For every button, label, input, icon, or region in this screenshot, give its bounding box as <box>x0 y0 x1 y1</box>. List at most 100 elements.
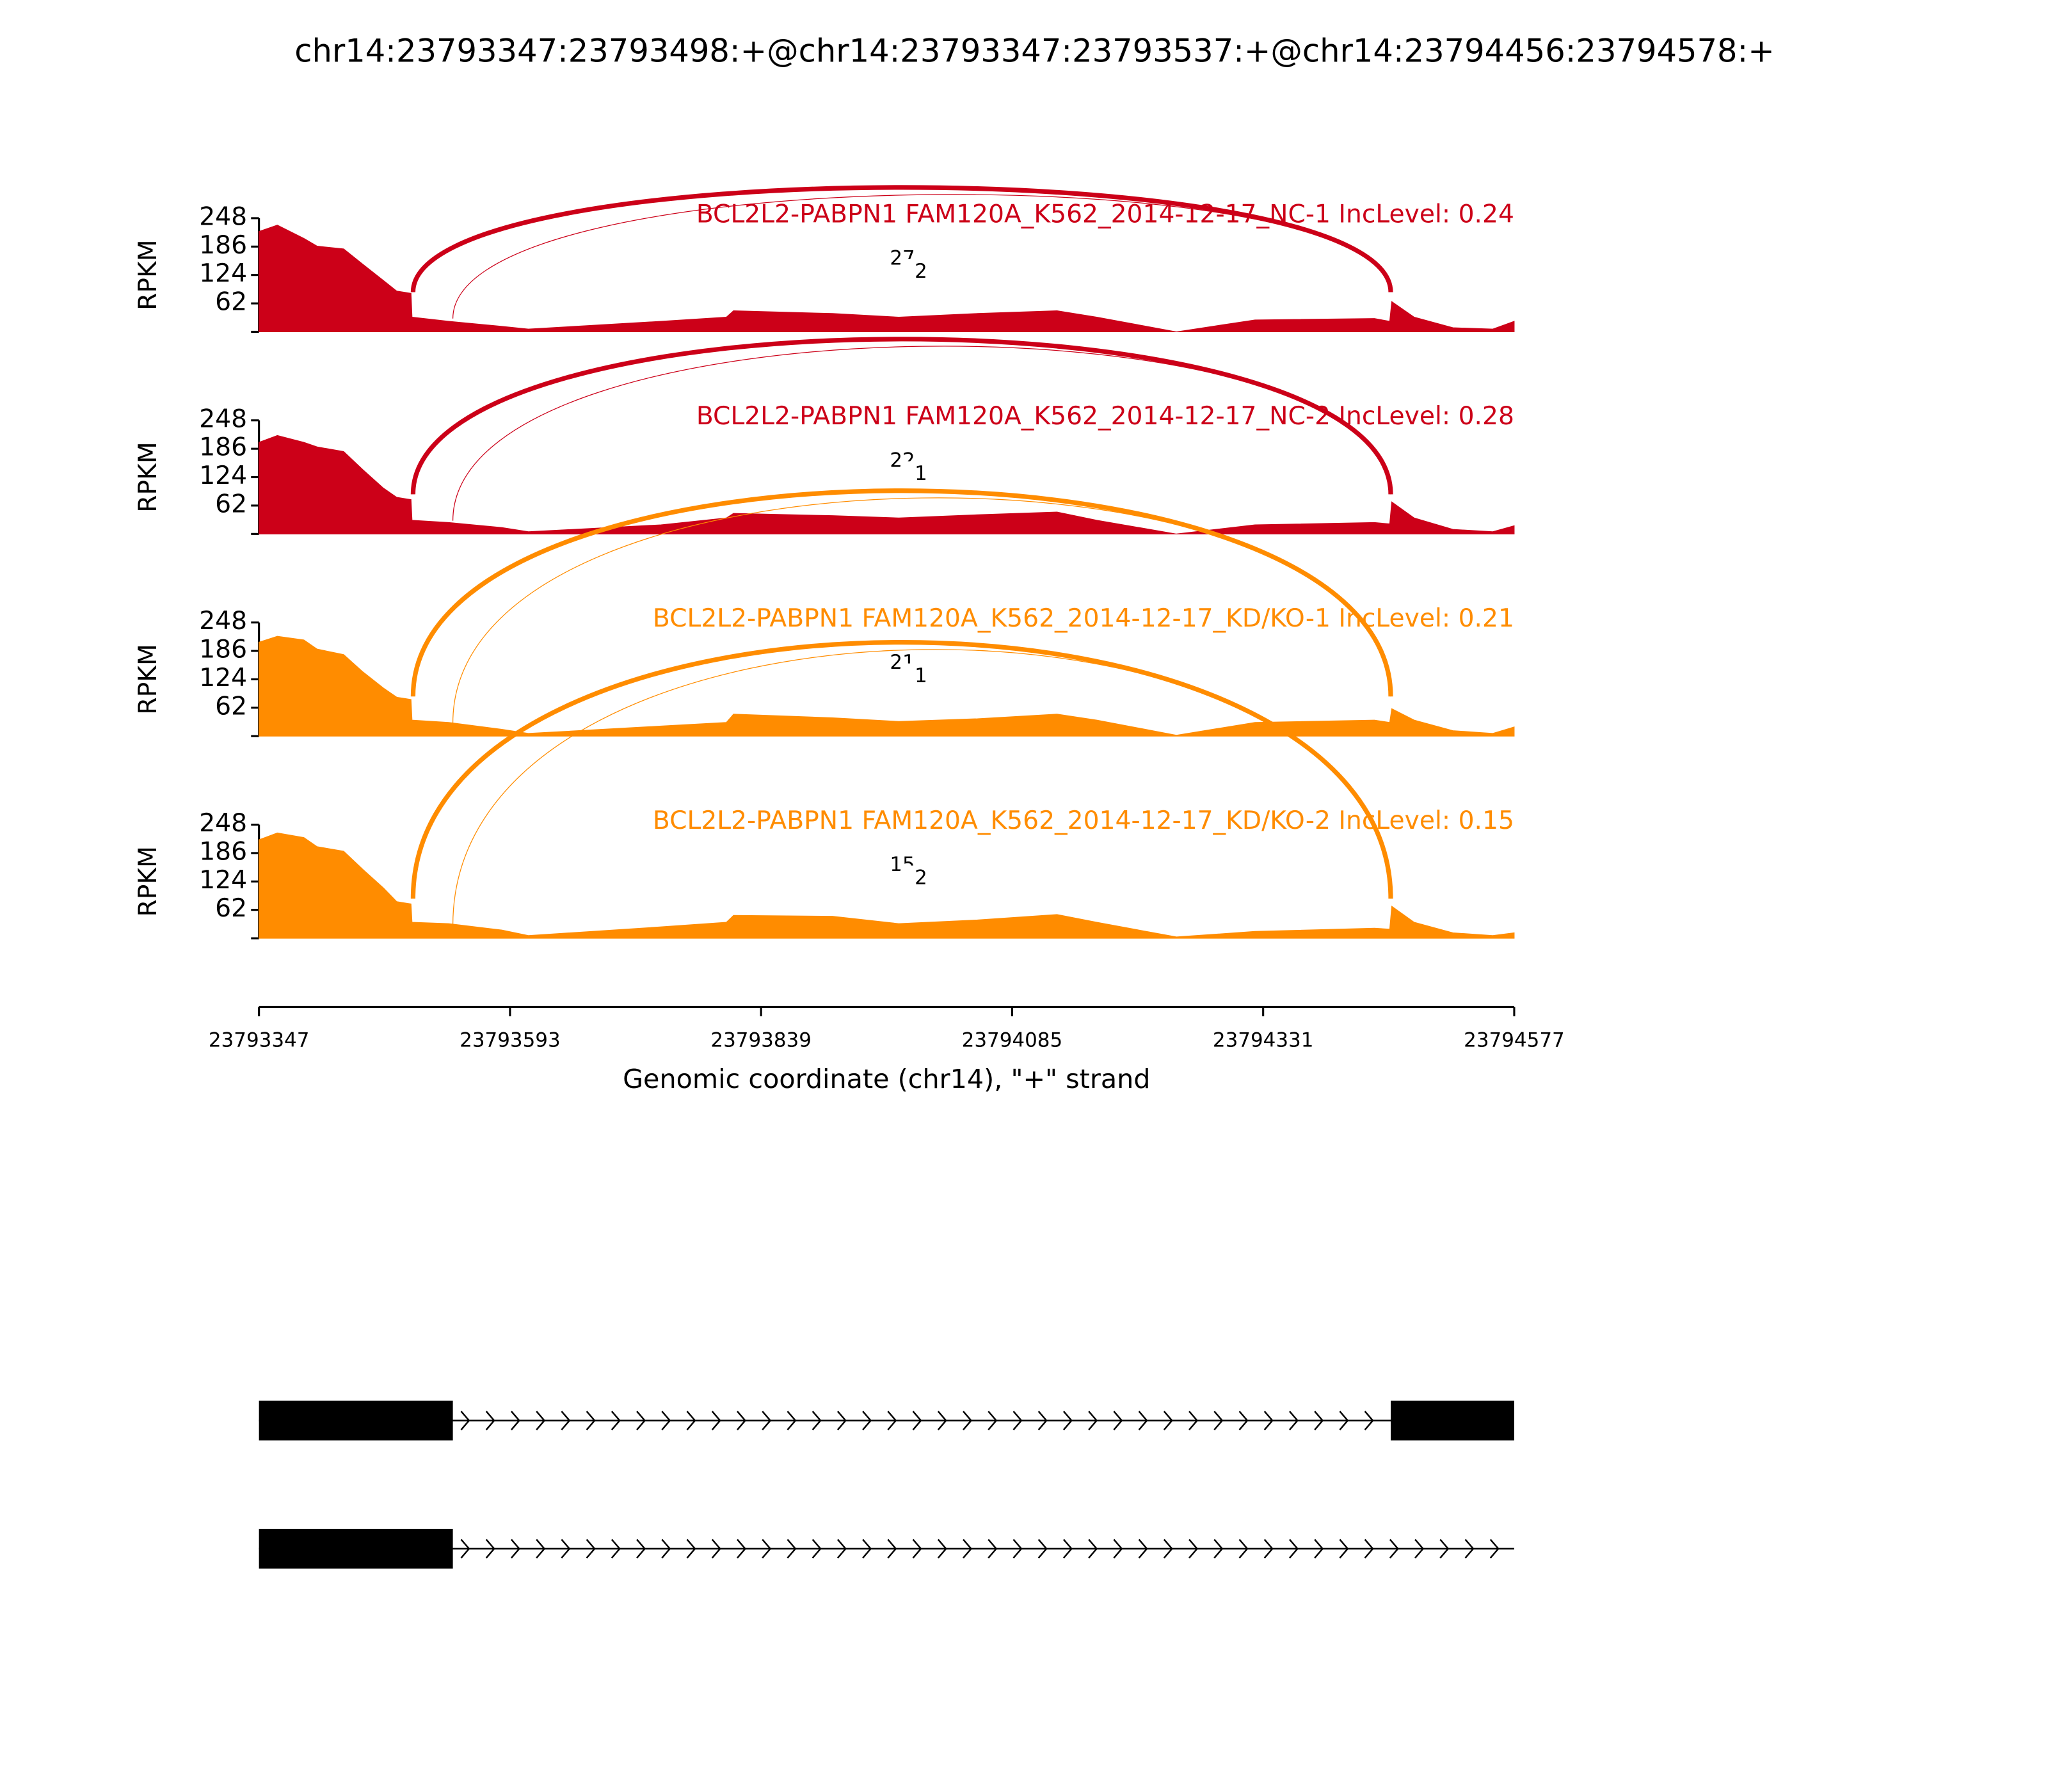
y-tick-label: 124 <box>199 461 247 490</box>
chart-title: chr14:23793347:23793498:+@chr14:23793347… <box>294 32 1774 69</box>
x-tick-label: 23794577 <box>1464 1029 1565 1052</box>
strand-arrow <box>460 1539 470 1559</box>
strand-arrow <box>485 1539 495 1559</box>
strand-arrow <box>988 1539 998 1559</box>
strand-arrow <box>1213 1539 1224 1559</box>
y-tick-label: 186 <box>199 636 247 664</box>
junction-arc <box>410 337 1393 495</box>
strand-arrow <box>1163 1539 1173 1559</box>
exon <box>259 1528 453 1569</box>
strand-arrow <box>1138 1411 1148 1430</box>
strand-arrow <box>1213 1411 1224 1430</box>
strand-arrow <box>1163 1411 1173 1430</box>
strand-arrow <box>787 1411 797 1430</box>
strand-arrow <box>737 1539 747 1559</box>
strand-arrow <box>862 1539 872 1559</box>
strand-arrow <box>1088 1539 1098 1559</box>
strand-arrow <box>636 1411 646 1430</box>
strand-arrow <box>1012 1411 1023 1430</box>
strand-arrow <box>1113 1539 1123 1559</box>
strand-arrow <box>912 1411 922 1430</box>
strand-arrow <box>1238 1411 1249 1430</box>
strand-arrow <box>1439 1539 1450 1559</box>
strand-arrow <box>561 1539 571 1559</box>
strand-arrow <box>963 1539 973 1559</box>
strand-arrow <box>1037 1539 1048 1559</box>
x-tick-label: 23793593 <box>460 1029 561 1052</box>
strand-arrow <box>887 1539 897 1559</box>
y-tick-label: 186 <box>199 433 247 462</box>
panel-title: BCL2L2-PABPN1 FAM120A_K562_2014-12-17_KD… <box>653 806 1514 835</box>
strand-arrow <box>1012 1539 1023 1559</box>
strand-arrow <box>1289 1539 1299 1559</box>
strand-arrow <box>711 1411 721 1430</box>
strand-arrow <box>1088 1411 1098 1430</box>
junction-label-box <box>899 461 942 488</box>
y-tick-label: 248 <box>199 809 247 838</box>
strand-arrow <box>887 1411 897 1430</box>
strand-arrow <box>686 1411 696 1430</box>
strand-arrow <box>836 1539 847 1559</box>
strand-arrow <box>1188 1411 1199 1430</box>
strand-arrow <box>1314 1539 1324 1559</box>
x-axis-label: Genomic coordinate (chr14), "+" strand <box>623 1064 1150 1094</box>
strand-arrow <box>937 1539 947 1559</box>
x-tick-label: 23794331 <box>1213 1029 1314 1052</box>
strand-arrow <box>1263 1539 1274 1559</box>
strand-arrow <box>1364 1411 1374 1430</box>
strand-arrow <box>485 1411 495 1430</box>
junction-label: 1 <box>915 462 927 485</box>
strand-arrow <box>1037 1411 1048 1430</box>
strand-arrow <box>460 1411 470 1430</box>
strand-arrow <box>536 1411 546 1430</box>
y-tick-label: 186 <box>199 231 247 260</box>
panel-title: BCL2L2-PABPN1 FAM120A_K562_2014-12-17_NC… <box>696 200 1514 228</box>
y-axis-label: RPKM <box>134 846 163 916</box>
junction-arc <box>452 497 1391 723</box>
strand-arrow <box>1314 1411 1324 1430</box>
y-tick-label: 248 <box>199 404 247 433</box>
junction-arc <box>452 649 1391 925</box>
strand-arrow <box>862 1411 872 1430</box>
exon <box>1390 1400 1514 1441</box>
strand-arrow <box>586 1411 596 1430</box>
x-tick-label: 23793347 <box>209 1029 310 1052</box>
y-tick-label: 62 <box>215 692 247 721</box>
coverage-area <box>259 636 1515 737</box>
strand-arrow <box>686 1539 696 1559</box>
strand-arrow <box>1138 1539 1148 1559</box>
junction-label-box <box>899 663 942 690</box>
strand-arrow <box>762 1411 772 1430</box>
junction-label-box <box>899 259 942 286</box>
y-tick-label: 62 <box>215 894 247 923</box>
strand-arrow <box>511 1411 520 1430</box>
y-tick-label: 62 <box>215 490 247 518</box>
strand-arrow <box>1188 1539 1199 1559</box>
panel-title: BCL2L2-PABPN1 FAM120A_K562_2014-12-17_NC… <box>696 402 1514 431</box>
strand-arrow <box>812 1411 822 1430</box>
y-axis-label: RPKM <box>134 442 163 512</box>
y-tick-label: 62 <box>215 288 247 317</box>
strand-arrow <box>1289 1411 1299 1430</box>
y-tick-label: 124 <box>199 866 247 895</box>
strand-arrow <box>661 1539 671 1559</box>
strand-arrow <box>611 1411 621 1430</box>
strand-arrow <box>1062 1411 1073 1430</box>
junction-arc <box>410 185 1393 292</box>
strand-arrow <box>1364 1539 1374 1559</box>
strand-arrow <box>561 1411 571 1430</box>
x-tick-label: 23794085 <box>962 1029 1063 1052</box>
junction-label: 2 <box>915 260 927 283</box>
strand-arrow <box>636 1539 646 1559</box>
strand-arrow <box>1263 1411 1274 1430</box>
junction-label: 1 <box>915 664 927 687</box>
strand-arrow <box>912 1539 922 1559</box>
y-tick-label: 186 <box>199 837 247 866</box>
strand-arrow <box>1339 1411 1349 1430</box>
strand-arrow <box>1414 1539 1425 1559</box>
strand-arrow <box>836 1411 847 1430</box>
strand-arrow <box>937 1411 947 1430</box>
junction-arc <box>452 194 1391 319</box>
y-axis-label: RPKM <box>134 644 163 714</box>
